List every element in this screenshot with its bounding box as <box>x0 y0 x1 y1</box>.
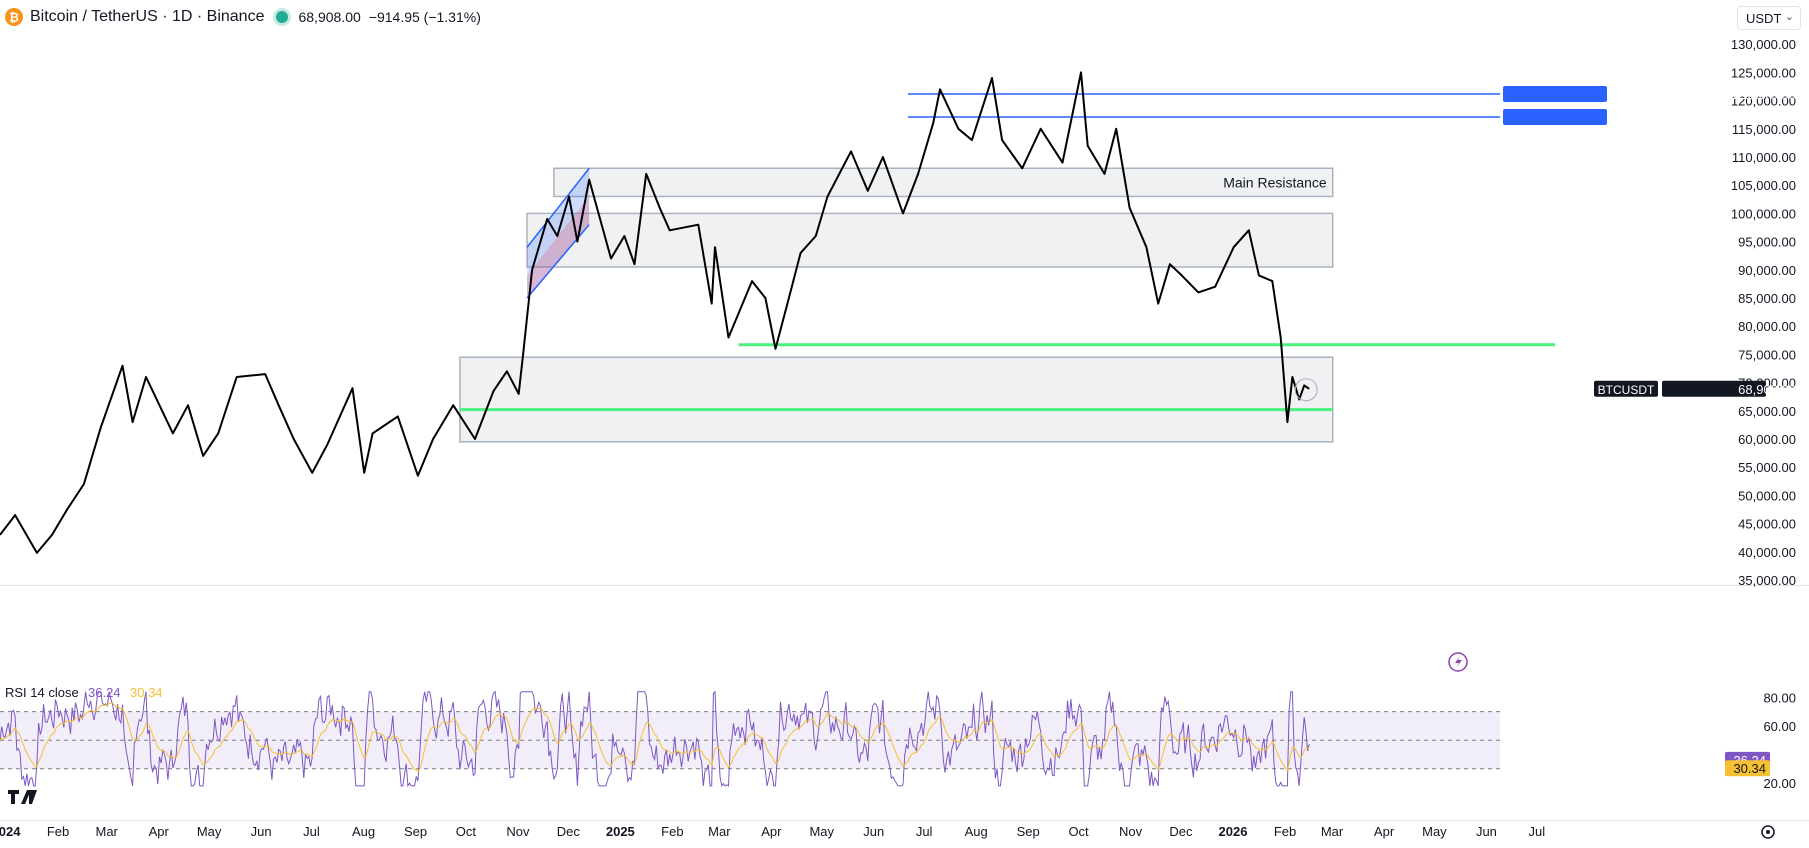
bitcoin-logo-icon[interactable]: ₿ <box>4 7 24 27</box>
currency-label: USDT <box>1746 11 1781 26</box>
price-axis-tick: 55,000.00 <box>1738 460 1796 475</box>
zone-rectangle[interactable] <box>527 213 1333 267</box>
price-axis-tick: 75,000.00 <box>1738 347 1796 362</box>
gear-icon-center <box>1766 830 1770 834</box>
rsi-title[interactable]: RSI 14 close <box>5 685 79 700</box>
price-axis-tick-partial: 130,000.00 <box>1731 37 1796 52</box>
zone-label[interactable]: Main Resistance <box>1223 174 1327 190</box>
time-axis-label: Jun <box>1476 824 1497 839</box>
price-axis-tick: 85,000.00 <box>1738 291 1796 306</box>
last-price-badge-label: 68,908.00 <box>1738 382 1796 397</box>
symbol-title[interactable]: Bitcoin / TetherUS · 1D · Binance <box>30 8 264 26</box>
time-axis-label: Mar <box>708 824 731 839</box>
last-price: 68,908.00 <box>298 9 360 25</box>
symbol-header: ₿ Bitcoin / TetherUS · 1D · Binance 68,9… <box>0 0 481 34</box>
time-axis-label: Jul <box>303 824 320 839</box>
price-axis-tick: 60,000.00 <box>1738 432 1796 447</box>
price-axis-tick: 40,000.00 <box>1738 545 1796 560</box>
symbol-badge-label: BTCUSDT <box>1598 383 1655 397</box>
time-axis-label: Sep <box>404 824 427 839</box>
rsi-ma-value-label: 30.34 <box>130 685 163 700</box>
level-badge-label: 121,175.53 <box>1731 87 1796 102</box>
tradingview-logo-icon[interactable] <box>8 790 37 804</box>
rsi-axis-tick: 20.00 <box>1763 776 1796 791</box>
time-axis-label: Nov <box>506 824 530 839</box>
time-axis-label: Apr <box>761 824 782 839</box>
time-axis-label: Feb <box>661 824 683 839</box>
rsi-value-label: 36.24 <box>88 685 121 700</box>
time-axis-label: May <box>1422 824 1447 839</box>
time-axis-label: Oct <box>1068 824 1089 839</box>
svg-text:₿: ₿ <box>9 11 19 25</box>
time-axis-label: Apr <box>1374 824 1395 839</box>
time-axis-label: Feb <box>47 824 69 839</box>
price-axis-tick: 110,000.00 <box>1732 150 1796 165</box>
zone-rectangle[interactable] <box>460 357 1333 442</box>
time-axis-label: Apr <box>149 824 170 839</box>
rsi-axis-tick: 80.00 <box>1763 690 1796 705</box>
time-axis-label: May <box>197 824 222 839</box>
price-axis-tick: 65,000.00 <box>1738 404 1796 419</box>
price-axis-tick: 95,000.00 <box>1738 235 1796 250</box>
price-axis-tick: 90,000.00 <box>1738 263 1796 278</box>
price-axis-tick: 105,000.00 <box>1731 178 1796 193</box>
price-axis-tick: 100,000.00 <box>1731 206 1796 221</box>
time-axis-label: Dec <box>1169 824 1193 839</box>
time-axis-label: 2024 <box>0 824 21 839</box>
chevron-down-icon: ⌄ <box>1785 10 1794 23</box>
time-axis-label: Aug <box>965 824 988 839</box>
time-axis-label: Mar <box>1321 824 1344 839</box>
time-axis-label: Sep <box>1017 824 1040 839</box>
time-axis-label: Jun <box>863 824 884 839</box>
currency-selector[interactable]: USDT ⌄ <box>1737 6 1801 30</box>
time-axis-label: Aug <box>352 824 375 839</box>
zone-rectangle[interactable] <box>554 168 1333 196</box>
time-axis-label: Oct <box>456 824 477 839</box>
time-axis-label: May <box>809 824 834 839</box>
time-axis-label: Mar <box>96 824 119 839</box>
time-axis-label: Jul <box>916 824 933 839</box>
price-change: −914.95 (−1.31%) <box>369 9 481 25</box>
time-axis-label: Nov <box>1119 824 1143 839</box>
time-axis-label: Jul <box>1528 824 1545 839</box>
time-axis-label: 2025 <box>606 824 635 839</box>
price-series-line[interactable] <box>0 72 1309 553</box>
market-status-icon[interactable] <box>276 11 288 23</box>
rsi-ma-badge-label: 30.34 <box>1733 761 1766 776</box>
price-axis-tick: 50,000.00 <box>1738 488 1796 503</box>
level-badge <box>1503 86 1607 102</box>
price-axis-tick: 125,000.00 <box>1731 65 1796 80</box>
price-axis-tick: 45,000.00 <box>1738 517 1796 532</box>
price-axis-tick: 35,000.00 <box>1738 573 1796 588</box>
level-badge-label: 117,083.57 <box>1732 110 1796 125</box>
price-axis-tick: 80,000.00 <box>1738 319 1796 334</box>
time-axis-label: 2026 <box>1219 824 1248 839</box>
time-axis-label: Dec <box>557 824 581 839</box>
time-axis-label: Jun <box>251 824 272 839</box>
rsi-axis-tick: 60.00 <box>1763 719 1796 734</box>
level-badge <box>1503 109 1607 125</box>
time-axis-label: Feb <box>1274 824 1296 839</box>
